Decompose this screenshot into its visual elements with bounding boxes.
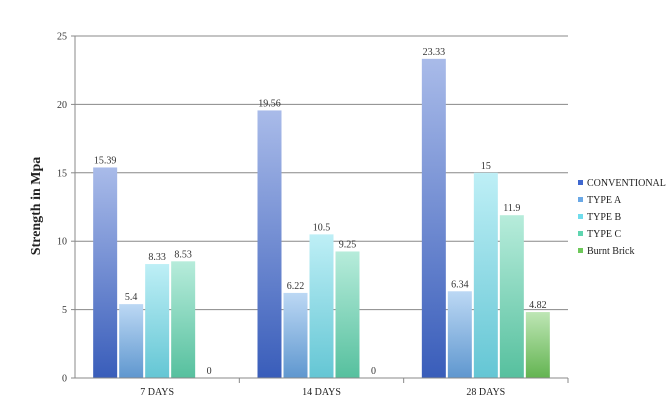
data-label: 6.22 bbox=[287, 281, 305, 292]
data-label: 10.5 bbox=[313, 222, 331, 233]
legend-swatch bbox=[578, 214, 583, 219]
bar bbox=[171, 261, 196, 378]
data-label: 15 bbox=[481, 161, 491, 172]
data-label: 23.33 bbox=[423, 47, 446, 58]
x-tick-label: 7 DAYS bbox=[140, 387, 174, 398]
x-tick-label: 28 DAYS bbox=[466, 387, 505, 398]
bar bbox=[145, 264, 170, 378]
bar bbox=[309, 234, 334, 378]
data-label: 8.33 bbox=[148, 252, 166, 263]
legend-label: TYPE A bbox=[587, 195, 622, 206]
bar bbox=[473, 172, 498, 378]
x-tick-label: 14 DAYS bbox=[302, 387, 341, 398]
data-label: 11.9 bbox=[503, 203, 520, 214]
bar bbox=[499, 215, 524, 378]
data-label: 4.82 bbox=[529, 300, 547, 311]
y-tick-label: 15 bbox=[57, 168, 67, 179]
data-label: 5.4 bbox=[125, 292, 138, 303]
y-tick-label: 25 bbox=[57, 32, 67, 43]
bar bbox=[335, 251, 360, 378]
data-label: 0 bbox=[207, 366, 212, 377]
bar bbox=[119, 304, 144, 378]
data-label: 9.25 bbox=[339, 239, 357, 250]
bar bbox=[421, 58, 446, 378]
axes: 0 5 10 15 20 25 7 DAYS 14 DAYS 28 DAYS bbox=[57, 32, 569, 398]
data-label: 19.56 bbox=[258, 98, 281, 109]
legend-label: Burnt Brick bbox=[587, 246, 635, 257]
legend-label: TYPE B bbox=[587, 212, 622, 223]
y-axis-label: Strength in Mpa bbox=[29, 157, 44, 256]
bar bbox=[283, 292, 308, 378]
y-tick-label: 0 bbox=[62, 374, 67, 385]
y-tick-label: 20 bbox=[57, 100, 67, 111]
bar bbox=[93, 167, 118, 378]
y-tick-label: 5 bbox=[62, 305, 67, 316]
data-label: 6.34 bbox=[451, 279, 469, 290]
bar bbox=[525, 312, 550, 378]
data-label: 8.53 bbox=[174, 249, 192, 260]
legend-swatch bbox=[578, 197, 583, 202]
legend-label: CONVENTIONAL bbox=[587, 178, 666, 189]
data-label: 0 bbox=[371, 366, 376, 377]
legend-swatch bbox=[578, 231, 583, 236]
legend-swatch bbox=[578, 180, 583, 185]
bars: 15.39 5.4 8.33 8.53 0 19.56 6.22 10.5 9.25 0 23.33… bbox=[93, 47, 550, 379]
y-tick-label: 10 bbox=[57, 237, 67, 248]
legend-swatch bbox=[578, 248, 583, 253]
legend: CONVENTIONAL TYPE A TYPE B TYPE C Burnt Bric… bbox=[578, 178, 666, 257]
bar bbox=[257, 110, 282, 379]
bar bbox=[447, 291, 472, 378]
legend-label: TYPE C bbox=[587, 229, 622, 240]
data-label: 15.39 bbox=[94, 155, 117, 166]
